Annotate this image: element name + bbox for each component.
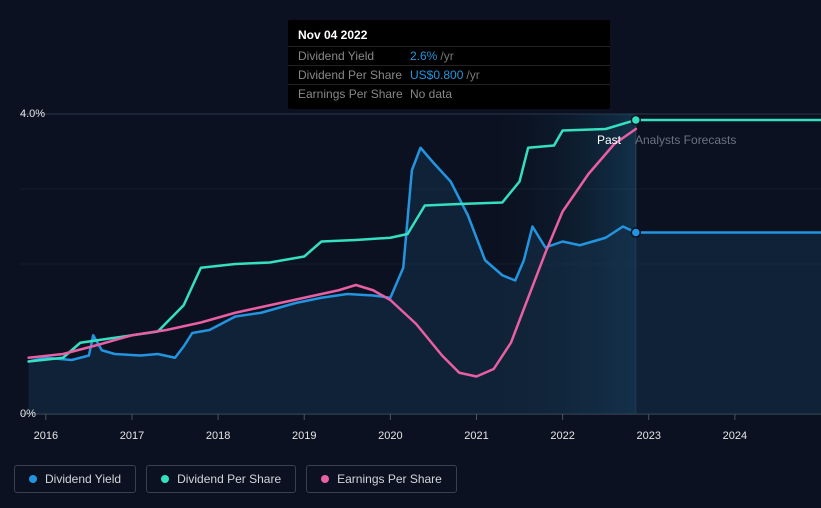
x-axis-tick-label: 2024 [723, 430, 747, 442]
legend-item-earnings-per-share[interactable]: Earnings Per Share [306, 465, 457, 493]
legend-label: Dividend Yield [45, 472, 121, 486]
x-axis-tick-label: 2019 [292, 430, 316, 442]
tooltip-row: Dividend Yield 2.6%/yr [288, 46, 610, 65]
tooltip-row-value: No data [410, 87, 455, 101]
x-axis-tick-label: 2022 [550, 430, 574, 442]
legend-item-dividend-per-share[interactable]: Dividend Per Share [146, 465, 296, 493]
tooltip-value-text: US$0.800 [410, 68, 463, 82]
tooltip-row-label: Dividend Per Share [298, 68, 410, 82]
y-axis-tick-label: 4.0% [20, 108, 45, 120]
tooltip-row-value: US$0.800/yr [410, 68, 480, 82]
legend-swatch [321, 475, 329, 483]
x-axis-tick-label: 2023 [636, 430, 660, 442]
legend-swatch [29, 475, 37, 483]
phase-label-past: Past [597, 133, 621, 147]
x-axis-tick-label: 2020 [378, 430, 402, 442]
tooltip-row: Dividend Per Share US$0.800/yr [288, 65, 610, 84]
x-axis-tick-label: 2017 [120, 430, 144, 442]
x-axis-tick-label: 2021 [464, 430, 488, 442]
chart-legend: Dividend Yield Dividend Per Share Earnin… [14, 465, 457, 493]
tooltip-row-value: 2.6%/yr [410, 49, 454, 63]
tooltip-date: Nov 04 2022 [288, 26, 610, 46]
legend-item-dividend-yield[interactable]: Dividend Yield [14, 465, 136, 493]
tooltip-row-label: Dividend Yield [298, 49, 410, 63]
x-axis-tick-label: 2018 [206, 430, 230, 442]
x-axis-tick-label: 2016 [34, 430, 58, 442]
tooltip-value-text: 2.6% [410, 49, 437, 63]
legend-label: Dividend Per Share [177, 472, 281, 486]
y-axis-tick-label: 0% [20, 408, 36, 420]
tooltip-suffix: /yr [466, 68, 479, 82]
legend-swatch [161, 475, 169, 483]
tooltip-row: Earnings Per Share No data [288, 84, 610, 103]
phase-label-forecast: Analysts Forecasts [635, 133, 736, 147]
chart-tooltip: Nov 04 2022 Dividend Yield 2.6%/yr Divid… [288, 20, 610, 109]
tooltip-value-text: No data [410, 87, 452, 101]
tooltip-row-label: Earnings Per Share [298, 87, 410, 101]
legend-label: Earnings Per Share [337, 472, 442, 486]
tooltip-suffix: /yr [440, 49, 453, 63]
